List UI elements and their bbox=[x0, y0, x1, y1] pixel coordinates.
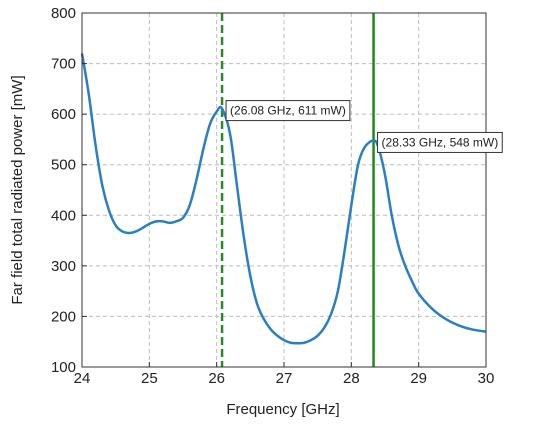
y-tick-label: 400 bbox=[51, 207, 76, 224]
x-axis-ticks: 24 25 26 27 28 29 30 bbox=[74, 362, 495, 387]
annotation: (28.33 GHz, 548 mW) bbox=[377, 131, 503, 153]
annotation-label: (26.08 GHz, 611 mW) bbox=[230, 104, 346, 118]
series-line bbox=[80, 53, 487, 345]
x-tick-label: 29 bbox=[410, 370, 427, 387]
x-tick-label: 30 bbox=[478, 370, 495, 387]
y-tick-label: 500 bbox=[51, 157, 76, 174]
x-tick-label: 27 bbox=[276, 370, 293, 387]
y-tick-label: 800 bbox=[51, 5, 76, 22]
x-tick-label: 24 bbox=[74, 370, 91, 387]
y-tick-label: 600 bbox=[51, 106, 76, 123]
grid bbox=[82, 13, 486, 367]
annotations: (26.08 GHz, 611 mW) (28.33 GHz, 548 mW) bbox=[225, 100, 503, 153]
y-axis-label: Far field total radiated power [mW] bbox=[9, 75, 26, 304]
y-tick-label: 200 bbox=[51, 308, 76, 325]
y-tick-label: 100 bbox=[51, 359, 76, 376]
annotation-box bbox=[225, 100, 351, 122]
x-axis-label: Frequency [GHz] bbox=[226, 401, 339, 418]
x-tick-label: 25 bbox=[141, 370, 158, 387]
annotation-label: (28.33 GHz, 548 mW) bbox=[382, 135, 499, 149]
annotation: (26.08 GHz, 611 mW) bbox=[225, 100, 351, 122]
annotation-box bbox=[377, 131, 503, 153]
y-tick-label: 300 bbox=[51, 258, 76, 275]
x-tick-label: 28 bbox=[343, 370, 360, 387]
y-tick-label: 700 bbox=[51, 56, 76, 73]
y-axis-ticks: 100 200 300 400 500 600 700 800 bbox=[51, 5, 87, 376]
marker-lines bbox=[220, 13, 375, 367]
x-tick-label: 26 bbox=[208, 370, 225, 387]
series-group bbox=[80, 53, 487, 345]
